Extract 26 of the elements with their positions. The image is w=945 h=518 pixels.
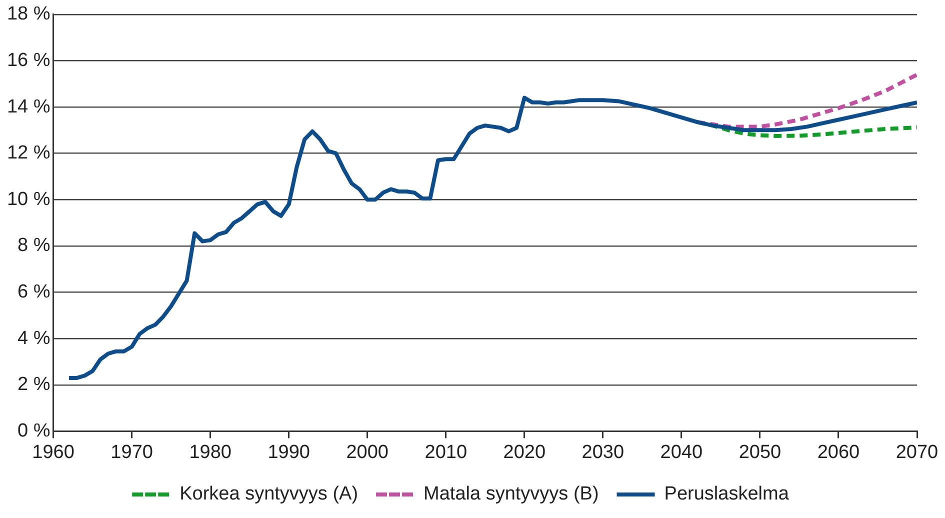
legend-label: Peruslaskelma <box>664 484 790 505</box>
x-tick-label: 2050 <box>738 442 782 463</box>
y-tick-label: 2 % <box>18 374 50 396</box>
y-tick-label: 12 % <box>6 142 50 164</box>
y-tick-label: 0 % <box>18 420 50 442</box>
y-tick-label: 4 % <box>18 328 50 349</box>
x-tick-label: 2000 <box>346 442 389 463</box>
x-tick-label: 2030 <box>582 442 624 463</box>
y-tick-label: 8 % <box>18 235 50 256</box>
y-tick-label: 18 % <box>6 4 50 25</box>
x-tick-label: 1990 <box>268 442 310 463</box>
y-tick-label: 16 % <box>6 50 50 71</box>
x-tick-label: 2060 <box>817 442 860 463</box>
x-tick-label: 2070 <box>896 442 938 463</box>
line-series <box>695 72 917 129</box>
legend-label: Korkea syntyvyys (A) <box>180 484 358 505</box>
x-tick-label: 2040 <box>660 442 703 463</box>
legend-label: Matala syntyvyys (B) <box>424 484 599 505</box>
x-tick-label: 1980 <box>189 442 232 463</box>
y-tick-label: 6 % <box>18 282 50 302</box>
x-tick-label: 1970 <box>110 442 153 463</box>
y-tick-label: 14 % <box>6 96 50 118</box>
x-tick-label: 2010 <box>424 442 468 463</box>
x-tick-label: 2020 <box>503 442 546 463</box>
x-tick-label: 1960 <box>32 442 74 463</box>
y-tick-label: 10 % <box>6 188 50 210</box>
